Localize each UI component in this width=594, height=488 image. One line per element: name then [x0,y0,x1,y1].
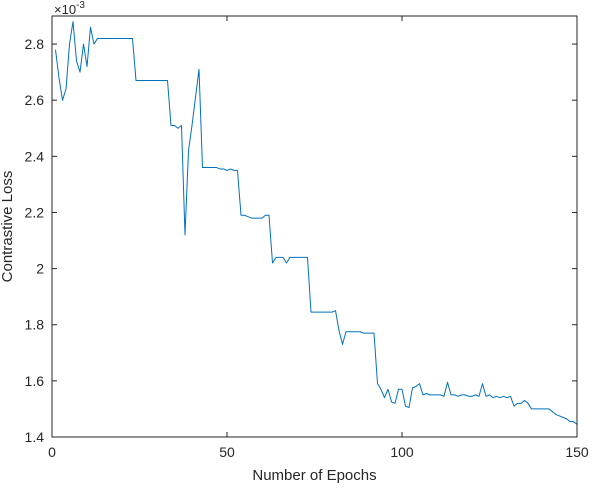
y-tick-label: 2.2 [25,204,45,220]
y-tick-label: 1.8 [25,317,45,333]
y-tick-label: 2.8 [25,36,45,52]
series-line [55,21,578,425]
axes-box [51,15,578,438]
y-axis-label: Contrastive Loss [0,171,16,283]
y-exponent-label: ×10-3 [54,0,85,17]
x-tick-label: 150 [565,444,589,460]
y-tick-label: 1.6 [25,373,45,389]
y-tick-label: 2.4 [25,148,45,164]
y-axis-ticks: 1.4 1.6 1.8 2 2.2 2.4 2.6 2.8 [25,36,577,445]
x-tick-label: 50 [219,444,235,460]
plot-background [52,16,577,437]
x-axis-ticks: 0 50 100 150 [48,16,589,460]
y-tick-label: 2.6 [25,92,45,108]
y-tick-label: 1.4 [25,429,45,445]
y-tick-label: 2 [36,261,44,277]
x-tick-label: 0 [48,444,56,460]
x-axis-label: Number of Epochs [252,467,376,484]
x-tick-label: 100 [390,444,414,460]
series-layer [55,21,578,425]
